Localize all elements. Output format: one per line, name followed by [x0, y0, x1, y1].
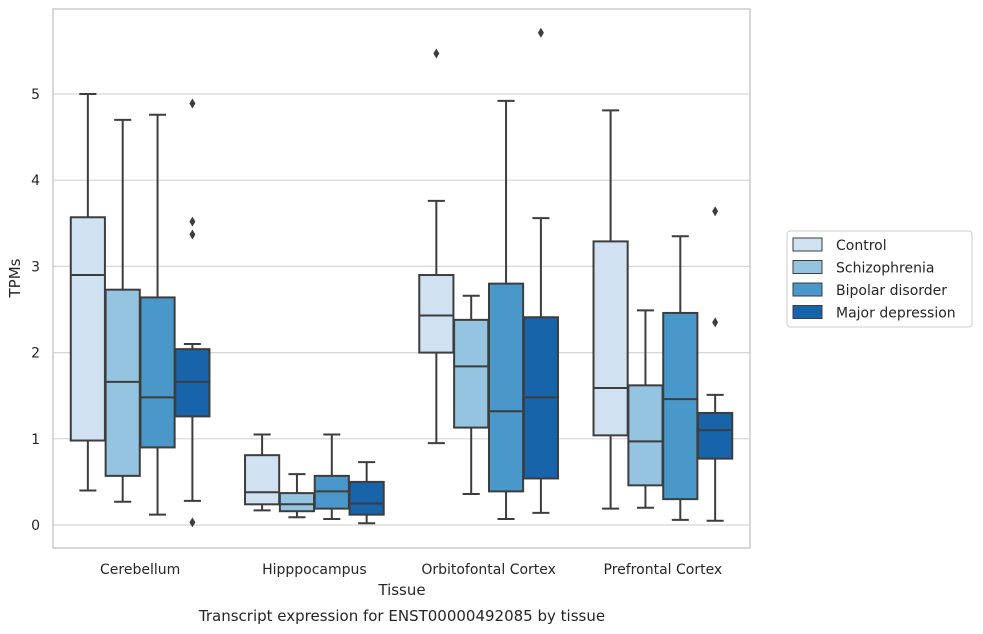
- box-iqr: [418, 274, 455, 354]
- box-2-3: [522, 27, 559, 514]
- outlier-point: [189, 216, 196, 227]
- x-tick-label: Cerebellum: [100, 562, 180, 578]
- y-tick-label: 5: [31, 87, 40, 103]
- box-iqr: [662, 311, 699, 501]
- outlier-point: [189, 517, 196, 528]
- box-series-layer: [69, 27, 734, 528]
- plot-area-frame: [52, 8, 751, 549]
- outlier-point: [433, 48, 440, 59]
- box-2-1: [453, 294, 490, 495]
- box-iqr: [139, 296, 176, 449]
- box-1-3: [348, 461, 385, 525]
- y-tick-label: 4: [31, 173, 40, 189]
- box-iqr: [592, 240, 629, 437]
- box-3-3: [697, 206, 734, 522]
- x-tick-label: Hipppocampus: [262, 562, 367, 578]
- x-tick-label: Prefrontal Cortex: [604, 562, 723, 578]
- legend-swatch: [792, 237, 823, 252]
- box-0-1: [104, 118, 141, 503]
- legend-swatch: [792, 260, 823, 274]
- box-0-2: [139, 113, 176, 516]
- outlier-point: [712, 317, 719, 328]
- box-iqr: [627, 384, 664, 487]
- box-3-0: [592, 109, 629, 510]
- x-tick-label: Orbitofontal Cortex: [421, 562, 556, 578]
- legend-label: Schizophrenia: [836, 261, 934, 277]
- y-tick-label: 3: [31, 259, 40, 275]
- y-axis-ticks: 0 1 2 3 4 5: [31, 87, 40, 534]
- box-iqr: [348, 480, 385, 516]
- legend-swatch: [792, 305, 823, 319]
- outlier-point: [537, 27, 544, 38]
- box-0-0: [69, 93, 106, 492]
- x-axis-tick-labels: Cerebellum Hipppocampus Orbitofontal Corte…: [100, 562, 722, 578]
- box-2-0: [418, 48, 455, 445]
- box-2-2: [487, 99, 525, 520]
- legend-frame: [786, 230, 973, 328]
- outlier-point: [189, 98, 196, 109]
- y-tick-label: 1: [31, 432, 40, 448]
- y-tick-label: 0: [31, 518, 40, 534]
- box-iqr: [278, 492, 316, 513]
- x-axis-title: Tissue: [377, 581, 425, 599]
- box-iqr: [69, 216, 106, 442]
- y-tick-label: 2: [31, 346, 40, 362]
- box-1-0: [244, 433, 281, 512]
- box-iqr: [487, 282, 525, 493]
- box-3-2: [662, 235, 699, 521]
- legend: Control Schizophrenia Bipolar disorder Majo…: [786, 230, 973, 328]
- box-iqr: [453, 318, 490, 429]
- box-1-2: [313, 433, 350, 520]
- box-iqr: [697, 411, 734, 460]
- chart-title: Transcript expression for ENST0000049208…: [198, 607, 605, 625]
- box-1-1: [278, 473, 316, 519]
- box-0-3: [174, 98, 211, 528]
- box-iqr: [244, 454, 281, 506]
- legend-swatch: [792, 282, 823, 297]
- outlier-point: [712, 206, 719, 217]
- outlier-point: [189, 229, 196, 240]
- y-axis-title: TPMs: [6, 258, 24, 298]
- legend-label: Control: [836, 238, 887, 254]
- legend-label: Major depression: [836, 306, 956, 322]
- legend-label: Bipolar disorder: [836, 283, 947, 299]
- box-3-1: [627, 309, 664, 509]
